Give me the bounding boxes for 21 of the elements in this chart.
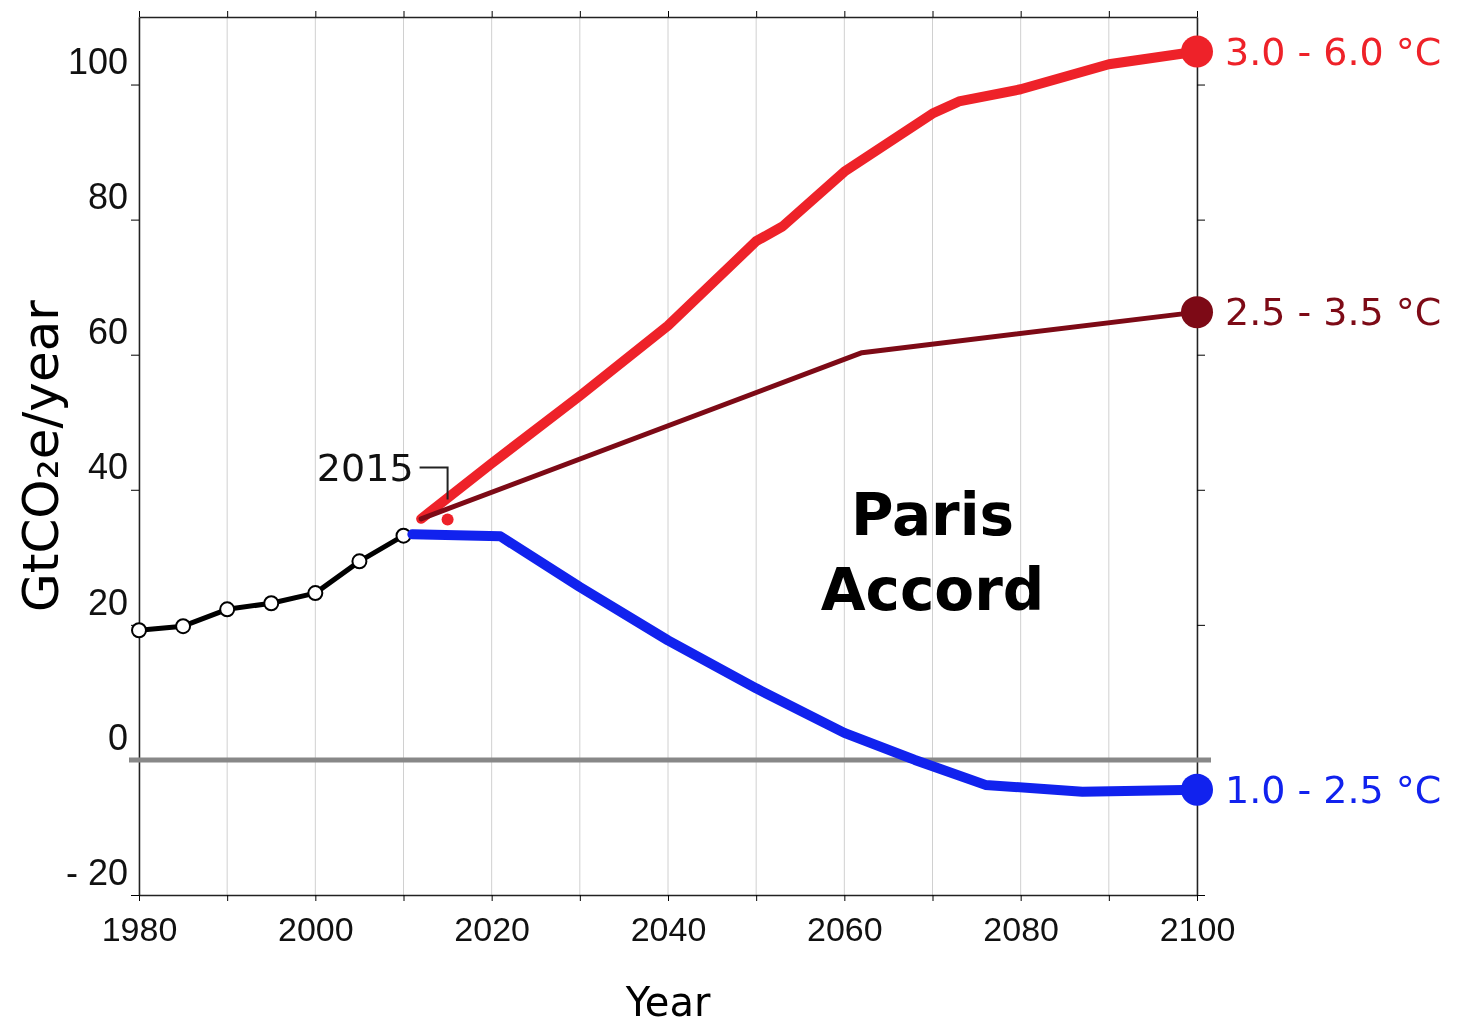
annotation: 2015 [316,445,414,490]
y-tick-label: - 20 [65,851,128,893]
y-tick-label: 60 [87,311,128,353]
y-tick-label: 100 [67,41,128,83]
y-tick-label: 20 [87,581,128,623]
x-tick-label: 2060 [807,910,883,949]
x-tick-label: 2100 [1159,910,1236,949]
series-label: 2.5 - 3.5 °C [1225,290,1442,335]
series-label: 3.0 - 6.0 °C [1225,29,1442,74]
x-tick-label: 2000 [278,910,354,949]
x-tick-label: 2040 [630,910,707,949]
x-tick-label: 2080 [983,910,1059,949]
y-tick-label: 80 [87,176,128,218]
series-label: 1.0 - 2.5 °C [1225,767,1442,812]
y-axis-title: GtCO₂e/year [12,299,70,612]
x-tick-label: 1980 [101,910,178,949]
x-axis-title: Year [624,979,711,1020]
y-tick-label: 0 [107,716,128,758]
annotation: Paris Accord [820,481,1045,625]
x-tick-label: 2020 [454,910,530,949]
y-tick-label: 40 [87,446,128,488]
